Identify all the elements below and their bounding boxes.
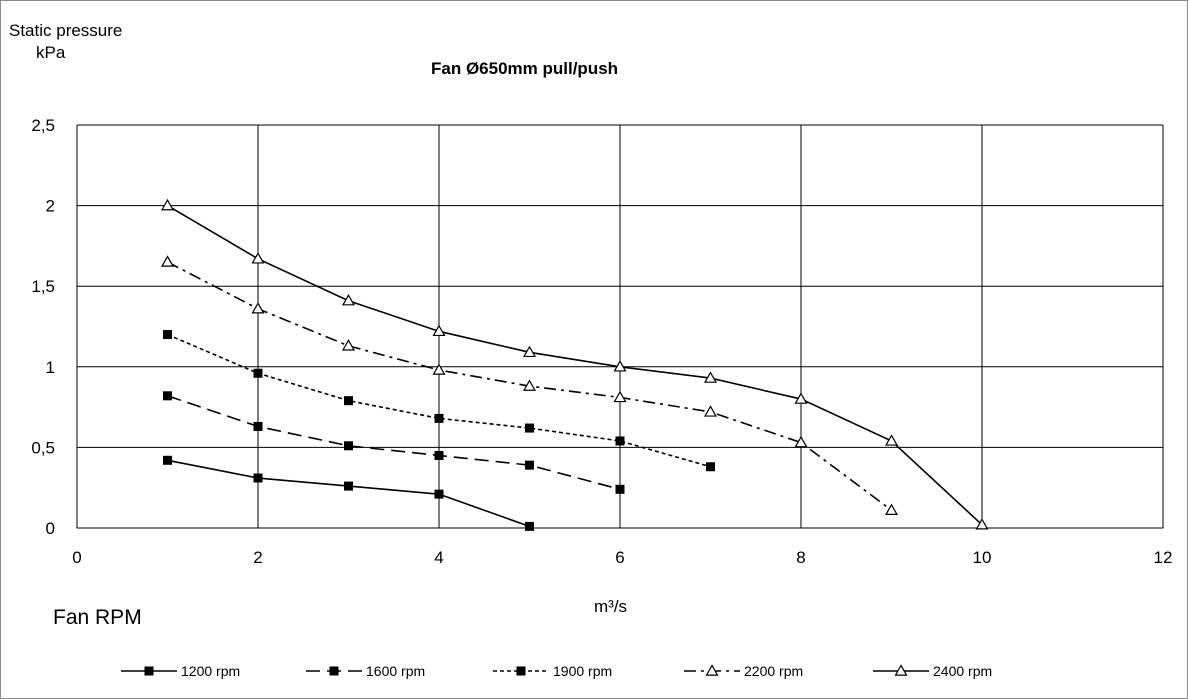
series-2400-rpm bbox=[160, 198, 989, 530]
legend-marker bbox=[705, 664, 719, 676]
legend-marker bbox=[144, 666, 154, 676]
y-axis-label-unit: kPa bbox=[36, 43, 66, 62]
legend-label: 2400 rpm bbox=[933, 663, 992, 679]
series-line bbox=[167, 459, 530, 528]
data-point bbox=[432, 363, 446, 375]
data-point bbox=[341, 293, 356, 306]
data-point bbox=[522, 379, 537, 391]
legend-item: 2400 rpm bbox=[873, 663, 992, 679]
legend-marker bbox=[894, 664, 908, 676]
data-point bbox=[884, 503, 899, 515]
x-tick-label: 10 bbox=[973, 548, 992, 567]
chart-title: Fan Ø650mm pull/push bbox=[431, 59, 619, 78]
legend-item: 2200 rpm bbox=[684, 663, 803, 679]
data-point bbox=[884, 434, 899, 446]
series-1200-rpm bbox=[163, 455, 534, 531]
data-point bbox=[794, 435, 808, 448]
legend-item: 1200 rpm bbox=[121, 663, 240, 679]
data-point bbox=[432, 324, 446, 337]
y-tick-label: 2,5 bbox=[31, 116, 55, 135]
legend-label: 1600 rpm bbox=[366, 663, 425, 679]
data-point bbox=[160, 255, 175, 267]
tick-labels: 0 2 4 6 8 10 12 0 0,5 1 1,5 2 2,5 bbox=[31, 116, 1172, 567]
series-1900-rpm bbox=[163, 330, 715, 472]
data-point bbox=[525, 521, 534, 531]
data-point bbox=[615, 484, 625, 494]
data-point bbox=[163, 455, 172, 465]
series-layer bbox=[160, 198, 989, 531]
data-point bbox=[253, 421, 263, 431]
data-point bbox=[522, 345, 537, 358]
x-tick-label: 0 bbox=[72, 548, 81, 567]
data-point bbox=[525, 423, 534, 433]
data-point bbox=[163, 330, 172, 340]
x-tick-label: 4 bbox=[434, 548, 443, 567]
data-point bbox=[253, 473, 263, 483]
legend-label: 1200 rpm bbox=[181, 663, 240, 679]
x-tick-label: 12 bbox=[1154, 548, 1173, 567]
x-tick-label: 2 bbox=[253, 548, 262, 567]
legend-title: Fan RPM bbox=[53, 606, 142, 629]
series-1600-rpm bbox=[163, 391, 625, 494]
y-tick-label: 1,5 bbox=[31, 277, 55, 296]
data-point bbox=[341, 339, 356, 351]
legend-item: 1600 rpm bbox=[306, 663, 425, 679]
series-line bbox=[167, 204, 983, 526]
y-tick-label: 1 bbox=[46, 358, 55, 377]
data-point bbox=[434, 413, 444, 423]
data-point bbox=[344, 396, 353, 406]
y-axis-label-line1: Static pressure bbox=[9, 21, 123, 40]
data-point bbox=[434, 489, 444, 499]
data-point bbox=[613, 360, 627, 372]
data-point bbox=[434, 450, 444, 460]
series-2200-rpm bbox=[160, 255, 899, 515]
data-point bbox=[794, 392, 808, 404]
legend: 1200 rpm 1600 rpm 1900 rpm 2200 rpm 2400 rpm bbox=[121, 663, 992, 679]
legend-item: 1900 rpm bbox=[493, 663, 612, 679]
grid-layer bbox=[76, 124, 1164, 529]
data-point bbox=[253, 368, 263, 378]
y-tick-label: 0 bbox=[46, 519, 55, 538]
legend-label: 1900 rpm bbox=[553, 663, 612, 679]
legend-marker bbox=[516, 666, 526, 676]
data-point bbox=[163, 391, 172, 401]
x-tick-label: 6 bbox=[615, 548, 624, 567]
data-point bbox=[251, 302, 265, 314]
data-point bbox=[706, 462, 715, 472]
data-point bbox=[613, 390, 627, 403]
x-tick-label: 8 bbox=[796, 548, 805, 567]
y-tick-label: 0,5 bbox=[31, 438, 55, 457]
y-tick-label: 2 bbox=[46, 197, 55, 216]
x-axis-label: m³/s bbox=[594, 597, 628, 616]
data-point bbox=[251, 252, 265, 264]
data-point bbox=[703, 371, 718, 383]
legend-marker bbox=[329, 666, 339, 676]
legend-label: 2200 rpm bbox=[744, 663, 803, 679]
data-point bbox=[344, 441, 353, 451]
data-point bbox=[615, 436, 625, 446]
data-point bbox=[703, 405, 718, 417]
data-point bbox=[525, 460, 534, 470]
data-point bbox=[344, 481, 353, 491]
data-point bbox=[975, 518, 989, 530]
data-point bbox=[160, 198, 175, 211]
series-line bbox=[167, 395, 621, 491]
